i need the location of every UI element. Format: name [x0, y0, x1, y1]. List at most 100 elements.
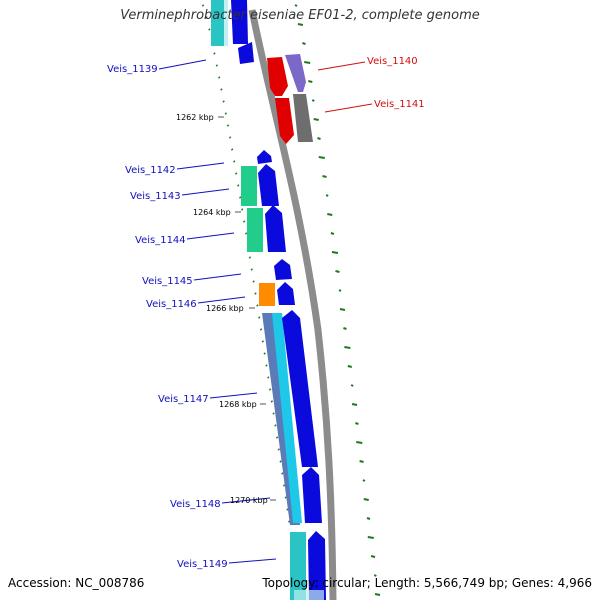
gc-dot — [224, 112, 228, 115]
gc-dot — [355, 422, 359, 425]
gene-features — [211, 0, 326, 600]
gc-dot — [230, 148, 234, 151]
gene-label-veis-1139[interactable]: Veis_1139 — [107, 64, 158, 75]
gene-veis-1144[interactable] — [265, 205, 286, 252]
gc-dot — [338, 289, 342, 292]
gc-dot — [272, 412, 275, 415]
gene-veis-1149[interactable] — [308, 531, 326, 600]
topology-text: Topology: circular; Length: 5,566,749 bp… — [262, 576, 592, 590]
gc-dot — [244, 232, 248, 235]
gc-dot — [265, 364, 268, 367]
gc-dot — [238, 196, 242, 199]
gc-dot — [279, 460, 282, 463]
gc-dot — [250, 268, 253, 271]
gene-veis-1140[interactable] — [267, 57, 288, 96]
tick-label: 1264 kbp — [193, 208, 231, 217]
position-ticks: 1262 kbp 1264 kbp 1266 kbp 1268 kbp 1270… — [176, 113, 276, 505]
gc-dot — [275, 436, 279, 439]
gene-veis-1149[interactable] — [290, 532, 306, 600]
gc-dot — [366, 517, 371, 520]
gene-veis-1146[interactable] — [259, 283, 275, 306]
gc-dot — [282, 484, 286, 487]
gc-dot — [325, 194, 329, 197]
gc-dot — [330, 232, 335, 235]
gene-label-veis-1143[interactable]: Veis_1143 — [130, 191, 181, 202]
gc-dot — [287, 520, 291, 523]
gene-label-veis-1146[interactable]: Veis_1146 — [146, 299, 197, 310]
gc-dot — [343, 327, 347, 330]
gc-dot — [344, 346, 351, 349]
gc-dot — [362, 479, 366, 482]
gene-veis-1141[interactable] — [275, 98, 294, 144]
gene-label-veis-1142[interactable]: Veis_1142 — [125, 165, 176, 176]
gene-label-veis-1140[interactable]: Veis_1140 — [367, 56, 418, 67]
gc-dot — [220, 88, 223, 91]
gc-dot — [257, 316, 261, 319]
gc-dot — [304, 61, 311, 64]
gc-dot — [318, 156, 325, 159]
gc-dot — [237, 184, 240, 187]
gene-feature[interactable] — [238, 42, 254, 64]
gene-veis-1145[interactable] — [274, 259, 292, 280]
gc-dot — [274, 424, 277, 427]
gene-veis-1142[interactable] — [257, 150, 272, 164]
genome-backbone — [248, 9, 337, 600]
gene-veis-1147[interactable] — [272, 313, 302, 523]
gc-dot — [302, 42, 306, 45]
gene-label-veis-1149[interactable]: Veis_1149 — [177, 559, 228, 570]
tick-label: 1262 kbp — [176, 113, 214, 122]
gc-dot — [268, 388, 272, 391]
gc-dot — [201, 4, 205, 7]
gc-dot — [248, 256, 252, 259]
gene-feature[interactable] — [294, 590, 324, 600]
gc-dot — [228, 136, 232, 139]
gc-dot — [339, 308, 346, 311]
gc-dot — [297, 23, 304, 26]
gc-dot — [331, 251, 339, 254]
gc-dot — [261, 340, 265, 343]
gc-dot — [217, 76, 221, 79]
gene-veis-1146[interactable] — [277, 282, 295, 305]
gene-label-veis-1148[interactable]: Veis_1148 — [170, 499, 221, 510]
gc-dot — [205, 16, 208, 19]
gc-dot — [277, 448, 281, 451]
gc-dot — [242, 220, 246, 223]
tick-label: 1268 kbp — [219, 400, 257, 409]
gene-label-veis-1141[interactable]: Veis_1141 — [374, 99, 425, 110]
gene-veis-1148[interactable] — [302, 467, 322, 523]
gene-veis-1144[interactable] — [247, 208, 263, 252]
gene-veis-1143[interactable] — [258, 164, 279, 206]
gene-feature[interactable] — [224, 0, 228, 46]
gene-veis-1147[interactable] — [282, 310, 318, 467]
gc-dot — [213, 52, 216, 55]
gene-veis-1141[interactable] — [293, 94, 313, 142]
gc-dot — [240, 208, 244, 211]
gc-dot — [356, 441, 363, 444]
gene-label-veis-1147[interactable]: Veis_1147 — [158, 394, 209, 405]
gc-dot — [363, 498, 369, 501]
gc-dot — [208, 28, 211, 31]
gc-dot — [350, 384, 354, 387]
gene-veis-1143[interactable] — [241, 166, 257, 206]
gc-dot — [226, 124, 230, 127]
gene-label-veis-1145[interactable]: Veis_1145 — [142, 276, 193, 287]
gc-dot — [256, 304, 259, 307]
gc-dot — [284, 496, 287, 499]
gc-dot — [270, 400, 274, 403]
gc-dot — [286, 508, 289, 511]
gene-label-veis-1144[interactable]: Veis_1144 — [135, 235, 186, 246]
gc-dot — [222, 100, 225, 103]
gc-dot — [232, 160, 236, 163]
gc-dot — [367, 536, 374, 539]
gc-dot — [351, 403, 358, 406]
gc-dot — [234, 172, 238, 175]
gc-dot — [313, 118, 319, 121]
accession-text: Accession: NC_008786 — [8, 576, 145, 590]
gc-dot — [335, 270, 340, 273]
gene-veis-1140[interactable] — [285, 54, 306, 92]
gc-dot — [359, 460, 364, 463]
gene-feature[interactable] — [231, 0, 248, 44]
gc-dot — [317, 137, 321, 140]
gene-feature[interactable] — [211, 0, 225, 46]
map-title: Verminephrobacter eiseniae EF01-2, compl… — [120, 8, 480, 23]
